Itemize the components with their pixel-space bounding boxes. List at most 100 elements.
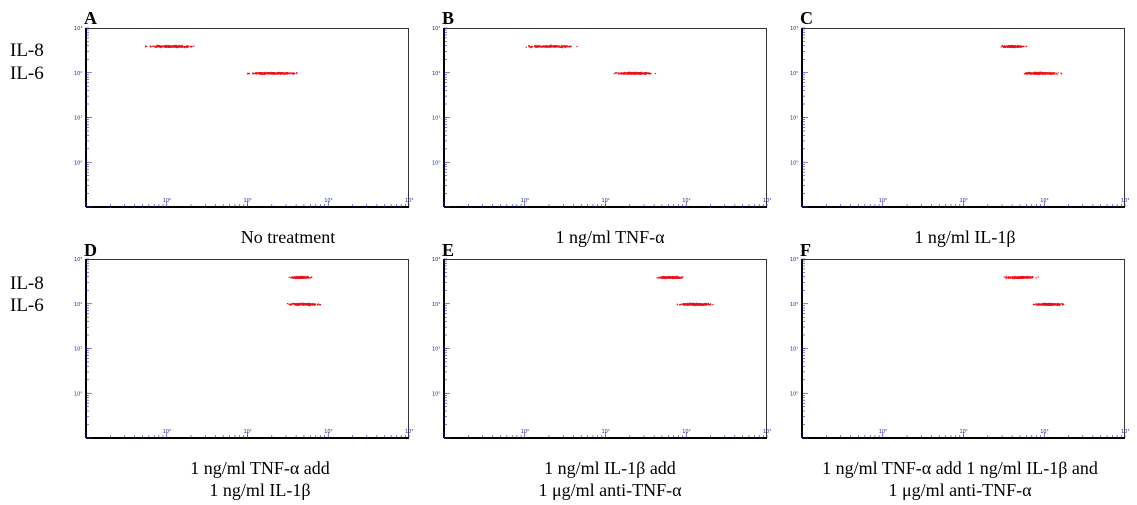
data-point xyxy=(708,303,710,306)
data-point xyxy=(658,276,660,278)
data-point xyxy=(1014,46,1016,48)
data-point xyxy=(1022,277,1025,279)
data-point xyxy=(1003,276,1005,278)
data-point xyxy=(695,304,697,307)
data-point xyxy=(292,276,294,279)
caption-d-line1: 1 ng/ml TNF-α add xyxy=(190,458,330,478)
data-point xyxy=(170,46,172,48)
data-point xyxy=(261,73,264,76)
data-point xyxy=(278,72,280,74)
data-point xyxy=(681,276,684,278)
data-point xyxy=(183,46,185,48)
panel-letter-d: D xyxy=(84,240,97,260)
data-point xyxy=(1018,276,1020,278)
x-tick-label: 10² xyxy=(1040,429,1048,435)
data-point xyxy=(296,277,298,279)
x-tick-label: 10¹ xyxy=(244,429,252,435)
data-point xyxy=(675,276,678,278)
data-point xyxy=(286,73,288,75)
data-point xyxy=(576,45,578,48)
data-point xyxy=(647,72,649,74)
data-point xyxy=(1047,303,1049,305)
data-point xyxy=(1056,74,1058,76)
y-tick-label: 10² xyxy=(790,302,798,308)
data-point xyxy=(1034,72,1037,75)
data-point xyxy=(1061,303,1063,305)
data-point xyxy=(537,45,539,47)
x-tick-label: 10¹ xyxy=(602,198,610,204)
data-point xyxy=(165,45,167,47)
data-point xyxy=(1025,45,1027,48)
data-point xyxy=(550,44,552,46)
data-point xyxy=(257,72,259,74)
data-point xyxy=(697,303,699,305)
data-point xyxy=(277,72,279,74)
data-point xyxy=(635,71,637,74)
data-point xyxy=(546,45,548,47)
data-point xyxy=(285,72,287,74)
data-point xyxy=(298,303,300,306)
data-point xyxy=(1037,304,1039,306)
data-point xyxy=(1036,73,1038,75)
data-point xyxy=(306,303,308,305)
data-point xyxy=(1005,45,1007,47)
data-point xyxy=(1060,72,1062,74)
data-point xyxy=(285,73,288,75)
data-point xyxy=(317,304,319,306)
data-point xyxy=(642,73,644,75)
data-point xyxy=(159,46,161,48)
data-point xyxy=(1060,303,1062,305)
data-point xyxy=(170,45,172,47)
y-tick-label: 10¹ xyxy=(432,116,440,122)
data-point xyxy=(289,303,292,305)
data-point xyxy=(684,303,686,305)
data-point xyxy=(261,73,264,75)
caption-e-line1: 1 ng/ml IL-1β add xyxy=(544,458,676,478)
data-point xyxy=(1020,277,1022,279)
data-point xyxy=(1018,276,1020,278)
data-point xyxy=(548,46,550,48)
data-point xyxy=(258,72,260,74)
data-point xyxy=(680,303,682,305)
data-point xyxy=(567,45,569,48)
cluster-il-6 xyxy=(286,302,322,307)
data-point xyxy=(1011,276,1013,278)
data-point xyxy=(267,72,269,74)
data-point xyxy=(302,277,304,279)
data-point xyxy=(1043,303,1045,306)
data-point xyxy=(291,72,293,74)
data-point xyxy=(1017,44,1019,47)
data-point xyxy=(296,277,299,280)
caption-f-line2: 1 μg/ml anti-TNF-α xyxy=(888,480,1032,500)
data-point xyxy=(1061,73,1063,75)
data-point xyxy=(186,46,188,49)
x-tick-label: 10³ xyxy=(763,198,771,204)
data-point xyxy=(622,72,624,74)
data-point xyxy=(248,72,250,74)
data-point xyxy=(153,45,155,47)
x-tick-label: 10³ xyxy=(405,429,413,435)
data-point xyxy=(304,302,306,305)
data-point xyxy=(1047,304,1049,306)
data-point xyxy=(157,45,159,47)
y-tick-label: 10¹ xyxy=(790,116,798,122)
data-point xyxy=(290,304,293,306)
plot-frame xyxy=(444,259,767,438)
data-point xyxy=(180,45,182,47)
data-point xyxy=(1054,73,1056,75)
panel-letter-a: A xyxy=(84,8,97,28)
data-point xyxy=(645,72,647,74)
data-point xyxy=(654,72,657,75)
data-point xyxy=(681,303,683,305)
data-point xyxy=(292,72,294,75)
data-point xyxy=(628,71,630,73)
data-point xyxy=(296,303,298,306)
data-point xyxy=(542,46,544,48)
data-point xyxy=(704,302,706,304)
data-point xyxy=(631,73,633,75)
y-tick-label: 10⁰ xyxy=(74,160,82,166)
data-point xyxy=(1008,45,1010,47)
data-point xyxy=(705,303,707,305)
data-point xyxy=(300,303,302,305)
data-point xyxy=(550,46,552,48)
